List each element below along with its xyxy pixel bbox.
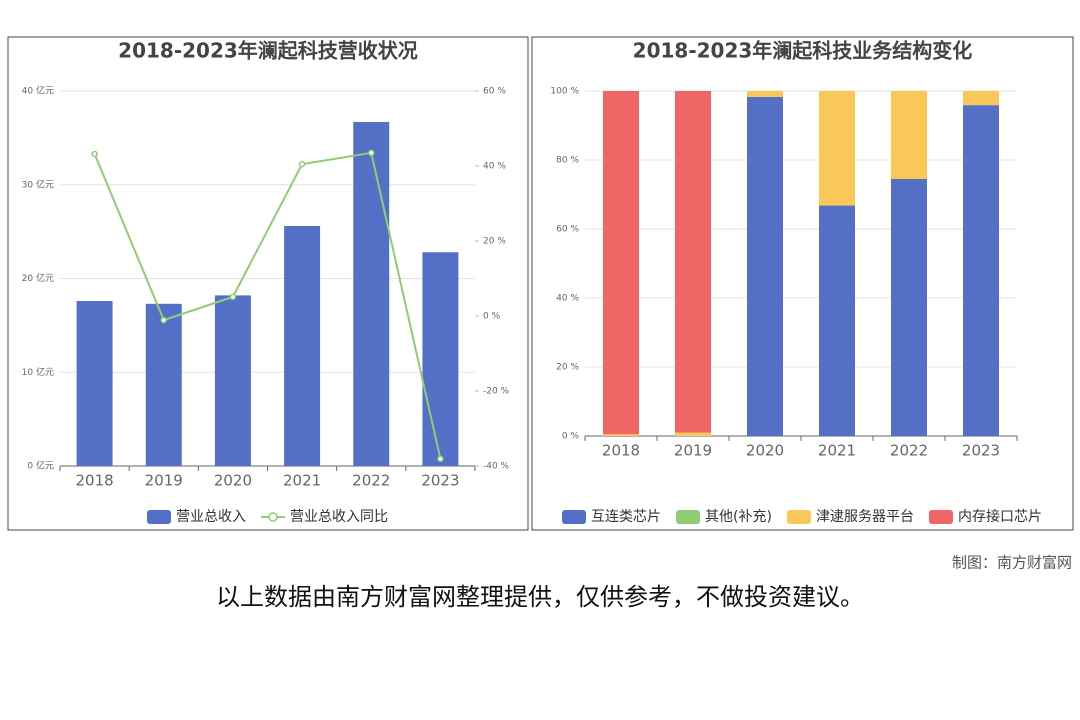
bar <box>891 178 927 436</box>
legend-label: 互连类芯片 <box>591 509 661 525</box>
y2-tick-label: -20 % <box>483 387 510 397</box>
x-tick-label: 2018 <box>602 442 640 460</box>
legend-marker <box>928 510 953 524</box>
bar <box>819 91 855 206</box>
bar <box>603 91 639 435</box>
x-tick-label: 2019 <box>674 442 712 460</box>
y-tick-label: 0 亿元 <box>27 460 54 472</box>
legend-marker <box>786 510 811 524</box>
bar <box>891 91 927 179</box>
x-tick-label: 2021 <box>818 442 856 460</box>
bar <box>675 91 711 433</box>
x-tick-label: 2022 <box>890 442 928 460</box>
legend-label: 营业总收入同比 <box>290 509 388 525</box>
x-tick-label: 2020 <box>746 442 784 460</box>
bar <box>145 303 182 466</box>
y-tick-label: 100 % <box>550 87 579 97</box>
bar <box>963 105 999 437</box>
y-tick-label: 30 亿元 <box>22 178 54 190</box>
legend-marker <box>147 510 171 524</box>
x-tick-label: 2021 <box>283 472 321 490</box>
bar <box>603 434 639 436</box>
x-tick-label: 2018 <box>75 472 113 490</box>
legend-label: 其他(补充) <box>705 509 772 525</box>
legend-label: 营业总收入 <box>176 509 246 525</box>
disclaimer: 以上数据由南方财富网整理提供，仅供参考，不做投资建议。 <box>216 583 864 611</box>
bar <box>963 91 999 106</box>
bar <box>675 432 711 436</box>
legend-marker <box>268 512 278 522</box>
y2-tick-label: 40 % <box>483 162 506 172</box>
bar <box>214 295 251 466</box>
y2-tick-label: 0 % <box>483 312 501 322</box>
x-tick-label: 2022 <box>352 472 390 490</box>
y-tick-label: 40 % <box>556 294 579 304</box>
legend-label: 内存接口芯片 <box>958 508 1042 525</box>
x-tick-label: 2023 <box>962 442 1000 460</box>
x-tick-label: 2020 <box>214 472 252 490</box>
y2-tick-label: 20 % <box>483 237 506 247</box>
y-tick-label: 40 亿元 <box>22 85 54 97</box>
credit: 制图：南方财富网 <box>952 554 1072 572</box>
point <box>160 316 167 324</box>
point <box>91 150 98 158</box>
chart-title: 2018-2023年澜起科技营收状况 <box>118 39 418 63</box>
bar <box>284 226 321 466</box>
line <box>93 151 442 460</box>
x-tick-label: 2019 <box>145 472 183 490</box>
point <box>437 455 444 463</box>
bar <box>353 121 390 466</box>
point <box>368 149 375 157</box>
y2-tick-label: -40 % <box>483 462 510 472</box>
point <box>298 160 306 168</box>
bar <box>747 91 783 97</box>
y-tick-label: 80 % <box>556 156 579 166</box>
bar <box>76 301 113 466</box>
legend-marker <box>562 510 587 524</box>
y-tick-label: 0 % <box>562 432 580 442</box>
y-tick-label: 20 亿元 <box>22 272 54 284</box>
point <box>229 293 237 301</box>
legend-label: 津逮服务器平台 <box>816 509 914 525</box>
x-tick-label: 2023 <box>421 472 459 490</box>
bar <box>819 205 855 436</box>
bar <box>422 252 459 466</box>
y2-tick-label: 60 % <box>483 87 506 97</box>
chart-title: 2018-2023年澜起科技业务结构变化 <box>633 39 973 63</box>
y-tick-label: 60 % <box>556 225 579 235</box>
y-tick-label: 20 % <box>556 363 579 373</box>
legend-marker <box>676 510 701 524</box>
y-tick-label: 10 亿元 <box>22 366 54 378</box>
bar <box>747 96 783 437</box>
